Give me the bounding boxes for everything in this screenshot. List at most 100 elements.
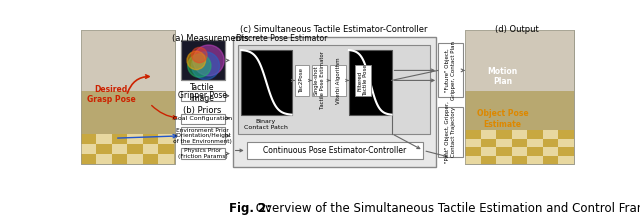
Bar — [127, 154, 143, 164]
Text: Object Pose
Estimate: Object Pose Estimate — [477, 109, 528, 129]
Text: Desired
Grasp Pose: Desired Grasp Pose — [86, 85, 136, 104]
Bar — [511, 130, 527, 139]
Bar — [158, 134, 174, 144]
Bar — [465, 30, 573, 91]
Bar — [96, 144, 112, 154]
Bar — [527, 139, 543, 147]
Bar — [465, 30, 573, 164]
Bar — [158, 154, 174, 164]
Bar — [543, 156, 558, 164]
Bar — [465, 147, 481, 156]
Bar — [127, 144, 143, 154]
Bar — [527, 147, 543, 156]
Bar — [465, 156, 481, 164]
Bar — [511, 147, 527, 156]
Bar — [349, 50, 392, 115]
Text: "Past" Object, Gripper,
Contact Trajectory: "Past" Object, Gripper, Contact Trajecto… — [445, 101, 456, 163]
Text: Continuous Pose Estimator-Controller: Continuous Pose Estimator-Controller — [263, 146, 406, 155]
Bar — [112, 134, 127, 144]
Text: (d) Output: (d) Output — [495, 25, 539, 34]
Bar — [481, 156, 496, 164]
Bar — [112, 154, 127, 164]
Bar — [81, 30, 175, 164]
Bar — [180, 40, 225, 80]
Bar — [81, 144, 96, 154]
Bar — [330, 65, 346, 96]
Bar — [143, 134, 158, 144]
Bar — [238, 45, 430, 133]
Bar — [438, 107, 463, 157]
Bar — [241, 50, 292, 115]
Bar — [143, 144, 158, 154]
Bar — [481, 139, 496, 147]
Bar — [465, 30, 573, 164]
Bar — [180, 114, 225, 124]
Bar — [81, 134, 96, 144]
Text: "Future" Object,
Gripper, Contact Plan: "Future" Object, Gripper, Contact Plan — [445, 41, 456, 100]
Bar — [246, 142, 423, 159]
Text: Tac2Pose: Tac2Pose — [299, 68, 304, 93]
Bar — [511, 139, 527, 147]
Bar — [112, 144, 127, 154]
Bar — [81, 91, 175, 164]
Bar — [180, 40, 225, 80]
Bar — [543, 147, 558, 156]
Bar — [81, 127, 175, 164]
Bar — [543, 139, 558, 147]
Bar — [103, 30, 150, 107]
Bar — [496, 156, 511, 164]
Bar — [511, 156, 527, 164]
Bar — [465, 139, 481, 147]
Bar — [294, 65, 308, 96]
Bar — [81, 30, 175, 91]
Bar — [465, 91, 573, 164]
Bar — [180, 91, 225, 101]
Text: Goal Configuration: Goal Configuration — [173, 116, 232, 121]
Bar — [481, 147, 496, 156]
Text: Tactile
Image: Tactile Image — [190, 84, 214, 103]
Bar — [558, 147, 573, 156]
Bar — [355, 65, 371, 96]
Text: Binary
Contact Patch: Binary Contact Patch — [244, 119, 288, 130]
Circle shape — [191, 52, 220, 80]
Bar — [180, 127, 225, 144]
Text: (c) Simultaneous Tactile Estimator-Controller: (c) Simultaneous Tactile Estimator-Contr… — [241, 25, 428, 34]
Text: Overview of the Simultaneous Tactile Estimation and Control Framework.: Overview of the Simultaneous Tactile Est… — [252, 202, 640, 215]
Bar — [81, 154, 96, 164]
Text: Viterbi Algorithm: Viterbi Algorithm — [335, 57, 340, 104]
Text: Single-shot
Tactile Pose Estimator: Single-shot Tactile Pose Estimator — [314, 51, 325, 109]
Bar — [558, 156, 573, 164]
Bar — [465, 130, 481, 139]
Bar — [180, 148, 225, 159]
Bar — [96, 134, 112, 144]
Text: Discrete Pose Estimator: Discrete Pose Estimator — [236, 34, 327, 44]
Text: Motion
Plan: Motion Plan — [487, 67, 518, 86]
Bar — [158, 144, 174, 154]
Circle shape — [187, 51, 205, 70]
Bar — [496, 130, 511, 139]
Bar — [527, 130, 543, 139]
Circle shape — [191, 47, 207, 63]
Bar — [481, 130, 496, 139]
Bar — [527, 156, 543, 164]
Bar — [312, 65, 327, 96]
Bar — [558, 139, 573, 147]
Bar — [558, 130, 573, 139]
Bar — [438, 44, 463, 97]
Text: Environment Prior
(Orientation/Height
of the Environment): Environment Prior (Orientation/Height of… — [173, 128, 232, 144]
Bar — [496, 139, 511, 147]
Text: (a) Measurements: (a) Measurements — [172, 34, 248, 43]
Text: Gripper Pose: Gripper Pose — [178, 91, 227, 100]
Bar — [81, 30, 175, 164]
Circle shape — [188, 54, 211, 77]
Text: Fig. 2:: Fig. 2: — [229, 202, 271, 215]
Text: Filtered
Tactile Pose: Filtered Tactile Pose — [358, 65, 368, 96]
Bar — [127, 134, 143, 144]
Bar — [143, 154, 158, 164]
Bar — [543, 130, 558, 139]
Text: (b) Priors: (b) Priors — [183, 106, 221, 115]
Bar — [96, 154, 112, 164]
Circle shape — [193, 45, 224, 76]
Text: Physics Prior
(Friction Params): Physics Prior (Friction Params) — [177, 148, 227, 159]
Bar — [496, 147, 511, 156]
